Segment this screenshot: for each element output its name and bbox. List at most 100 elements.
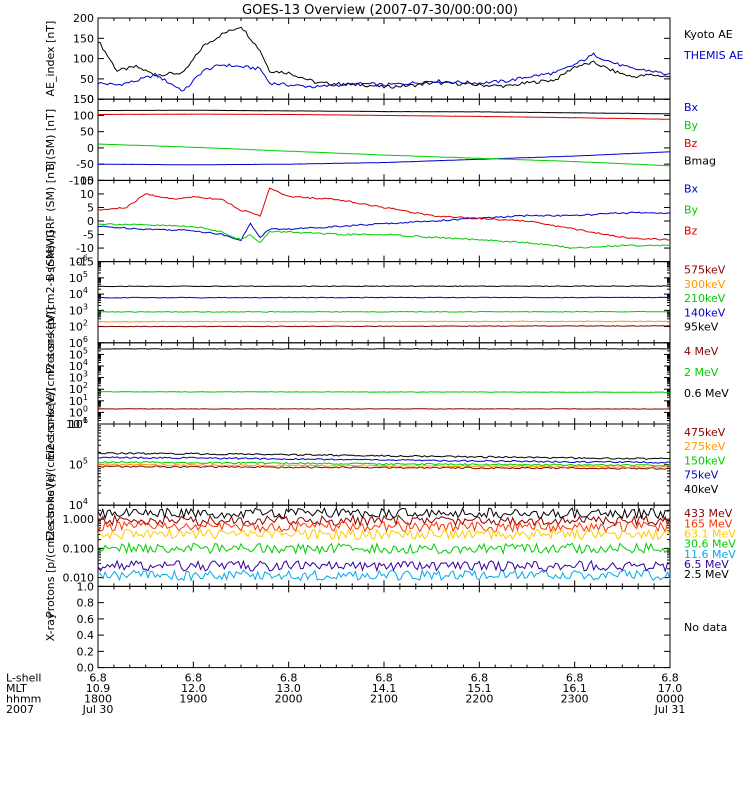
y-tick-label: 0.4 xyxy=(77,629,95,642)
series-line xyxy=(97,507,671,521)
y-tick-label: 0 xyxy=(87,215,94,228)
y-tick-label: 0.8 xyxy=(77,597,95,610)
legend-label: Bx xyxy=(684,101,699,114)
y-tick-exponent: 5 xyxy=(83,457,88,466)
legend-label: 75keV xyxy=(684,469,719,482)
y-tick-label: 100 xyxy=(73,53,94,66)
time-tick-label: 14.1 xyxy=(372,682,397,695)
time-tick-label: 6.8 xyxy=(185,672,203,685)
y-tick-label: -15 xyxy=(76,256,94,269)
y-tick-label: 104 xyxy=(69,286,88,301)
legend-label: 165 MeV xyxy=(684,517,733,530)
panel-frame xyxy=(97,261,671,344)
series-line xyxy=(97,151,670,166)
y-tick-label: 1.0 xyxy=(77,580,95,593)
y-tick-label: 1.000 xyxy=(63,513,95,526)
panel-8: 0.0 0.2 0.4 0.6 0.8 1.0 X-ray No data xyxy=(44,580,727,674)
time-tick-label: 6.8 xyxy=(471,672,489,685)
time-tick-label: Jul 30 xyxy=(82,703,114,716)
time-tick-label: 2100 xyxy=(370,693,398,706)
legend-label: 275keV xyxy=(684,440,726,453)
y-tick-exponent: -1 xyxy=(80,416,88,425)
legend-label: 63.1 MeV xyxy=(684,528,736,541)
y-tick-label: 0 xyxy=(87,142,94,155)
y-tick-label: 15 xyxy=(80,174,94,187)
legend-label: 475keV xyxy=(684,426,726,439)
time-tick-label: 10.9 xyxy=(86,682,111,695)
y-tick-label: 102 xyxy=(69,319,88,334)
series-line xyxy=(97,211,671,242)
panel-1: 0 50 100 150 200 AE_index [nT] Kyoto AE THEMIS … xyxy=(44,12,744,106)
y-tick-label: 200 xyxy=(73,12,94,25)
time-tick-label: 1800 xyxy=(84,693,112,706)
panel-frame xyxy=(97,342,671,425)
legend-label: Kyoto AE xyxy=(684,28,733,41)
legend-label: 300keV xyxy=(684,278,726,291)
time-tick-label: 16.1 xyxy=(562,682,587,695)
time-tick-label: 0000 xyxy=(656,693,684,706)
legend-label: By xyxy=(684,203,699,216)
y-tick-exponent: 4 xyxy=(83,358,88,367)
series-line xyxy=(97,26,671,89)
legend-label: 40keV xyxy=(684,483,719,496)
y-tick-exponent: 6 xyxy=(83,335,88,344)
y-tick-exponent: 0 xyxy=(83,404,88,413)
series-line xyxy=(97,391,671,393)
series-line xyxy=(97,465,671,470)
legend-label: By xyxy=(684,119,699,132)
y-axis-label: B (SM)-IGRF (SM) [nT] xyxy=(44,161,57,281)
y-tick-label: 50 xyxy=(80,73,94,86)
series-line xyxy=(97,452,671,461)
y-axis-label: X-ray xyxy=(44,612,57,641)
series-line xyxy=(97,52,671,92)
y-tick-label: 105 xyxy=(69,270,88,285)
series-line xyxy=(97,310,671,313)
series-line xyxy=(98,325,671,328)
series-line xyxy=(97,187,671,241)
y-tick-label: 106 xyxy=(69,416,88,431)
y-tick-label: 5 xyxy=(87,201,94,214)
y-tick-exponent: 3 xyxy=(83,302,88,311)
series-line xyxy=(97,223,671,249)
time-tick-label: 2200 xyxy=(465,693,493,706)
series-line xyxy=(97,113,670,120)
time-row-label: L-shell xyxy=(6,672,42,685)
y-tick-exponent: 5 xyxy=(83,346,88,355)
y-tick-exponent: 5 xyxy=(83,270,88,279)
panel-frame xyxy=(97,179,671,263)
y-axis-label: AE_index [nT] xyxy=(44,21,57,97)
time-row-label: hhmm xyxy=(6,693,41,706)
time-tick-label: 6.8 xyxy=(280,672,298,685)
legend-label: Bz xyxy=(684,224,698,237)
time-tick-label: 6.8 xyxy=(661,672,679,685)
y-tick-label: 0.0 xyxy=(77,662,95,675)
y-tick-label: 0.2 xyxy=(77,645,95,658)
y-tick-label: 0.6 xyxy=(77,613,95,626)
time-tick-label: 1900 xyxy=(179,693,207,706)
panel-7: 0.010 0.100 1.000 Protons [p/(cm2-s-sr-keV)… xyxy=(44,474,736,618)
y-tick-label: 0 xyxy=(87,93,94,106)
legend-label: 575keV xyxy=(684,264,726,277)
time-tick-label: 13.0 xyxy=(276,682,301,695)
y-tick-label: 10 xyxy=(80,188,94,201)
y-tick-exponent: 6 xyxy=(83,416,88,425)
y-axis-label: Protons [p/(cm2-s-sr-keV)] xyxy=(44,230,57,374)
legend-label: 140keV xyxy=(684,306,726,319)
y-tick-exponent: 1 xyxy=(83,393,88,402)
y-tick-label: 0.010 xyxy=(63,572,95,585)
y-tick-label: 0.100 xyxy=(63,542,95,555)
series-line xyxy=(97,143,670,167)
legend-label: 2.5 MeV xyxy=(684,568,729,581)
y-tick-exponent: 4 xyxy=(83,497,88,506)
series-line xyxy=(98,296,671,299)
time-tick-label: 17.0 xyxy=(658,682,683,695)
legend-label: 150keV xyxy=(684,454,726,467)
legend-label: Bz xyxy=(684,137,698,150)
y-tick-label: -50 xyxy=(76,158,94,171)
panel-frame xyxy=(97,585,671,669)
time-tick-label: 6.8 xyxy=(375,672,393,685)
series-line xyxy=(97,519,671,534)
